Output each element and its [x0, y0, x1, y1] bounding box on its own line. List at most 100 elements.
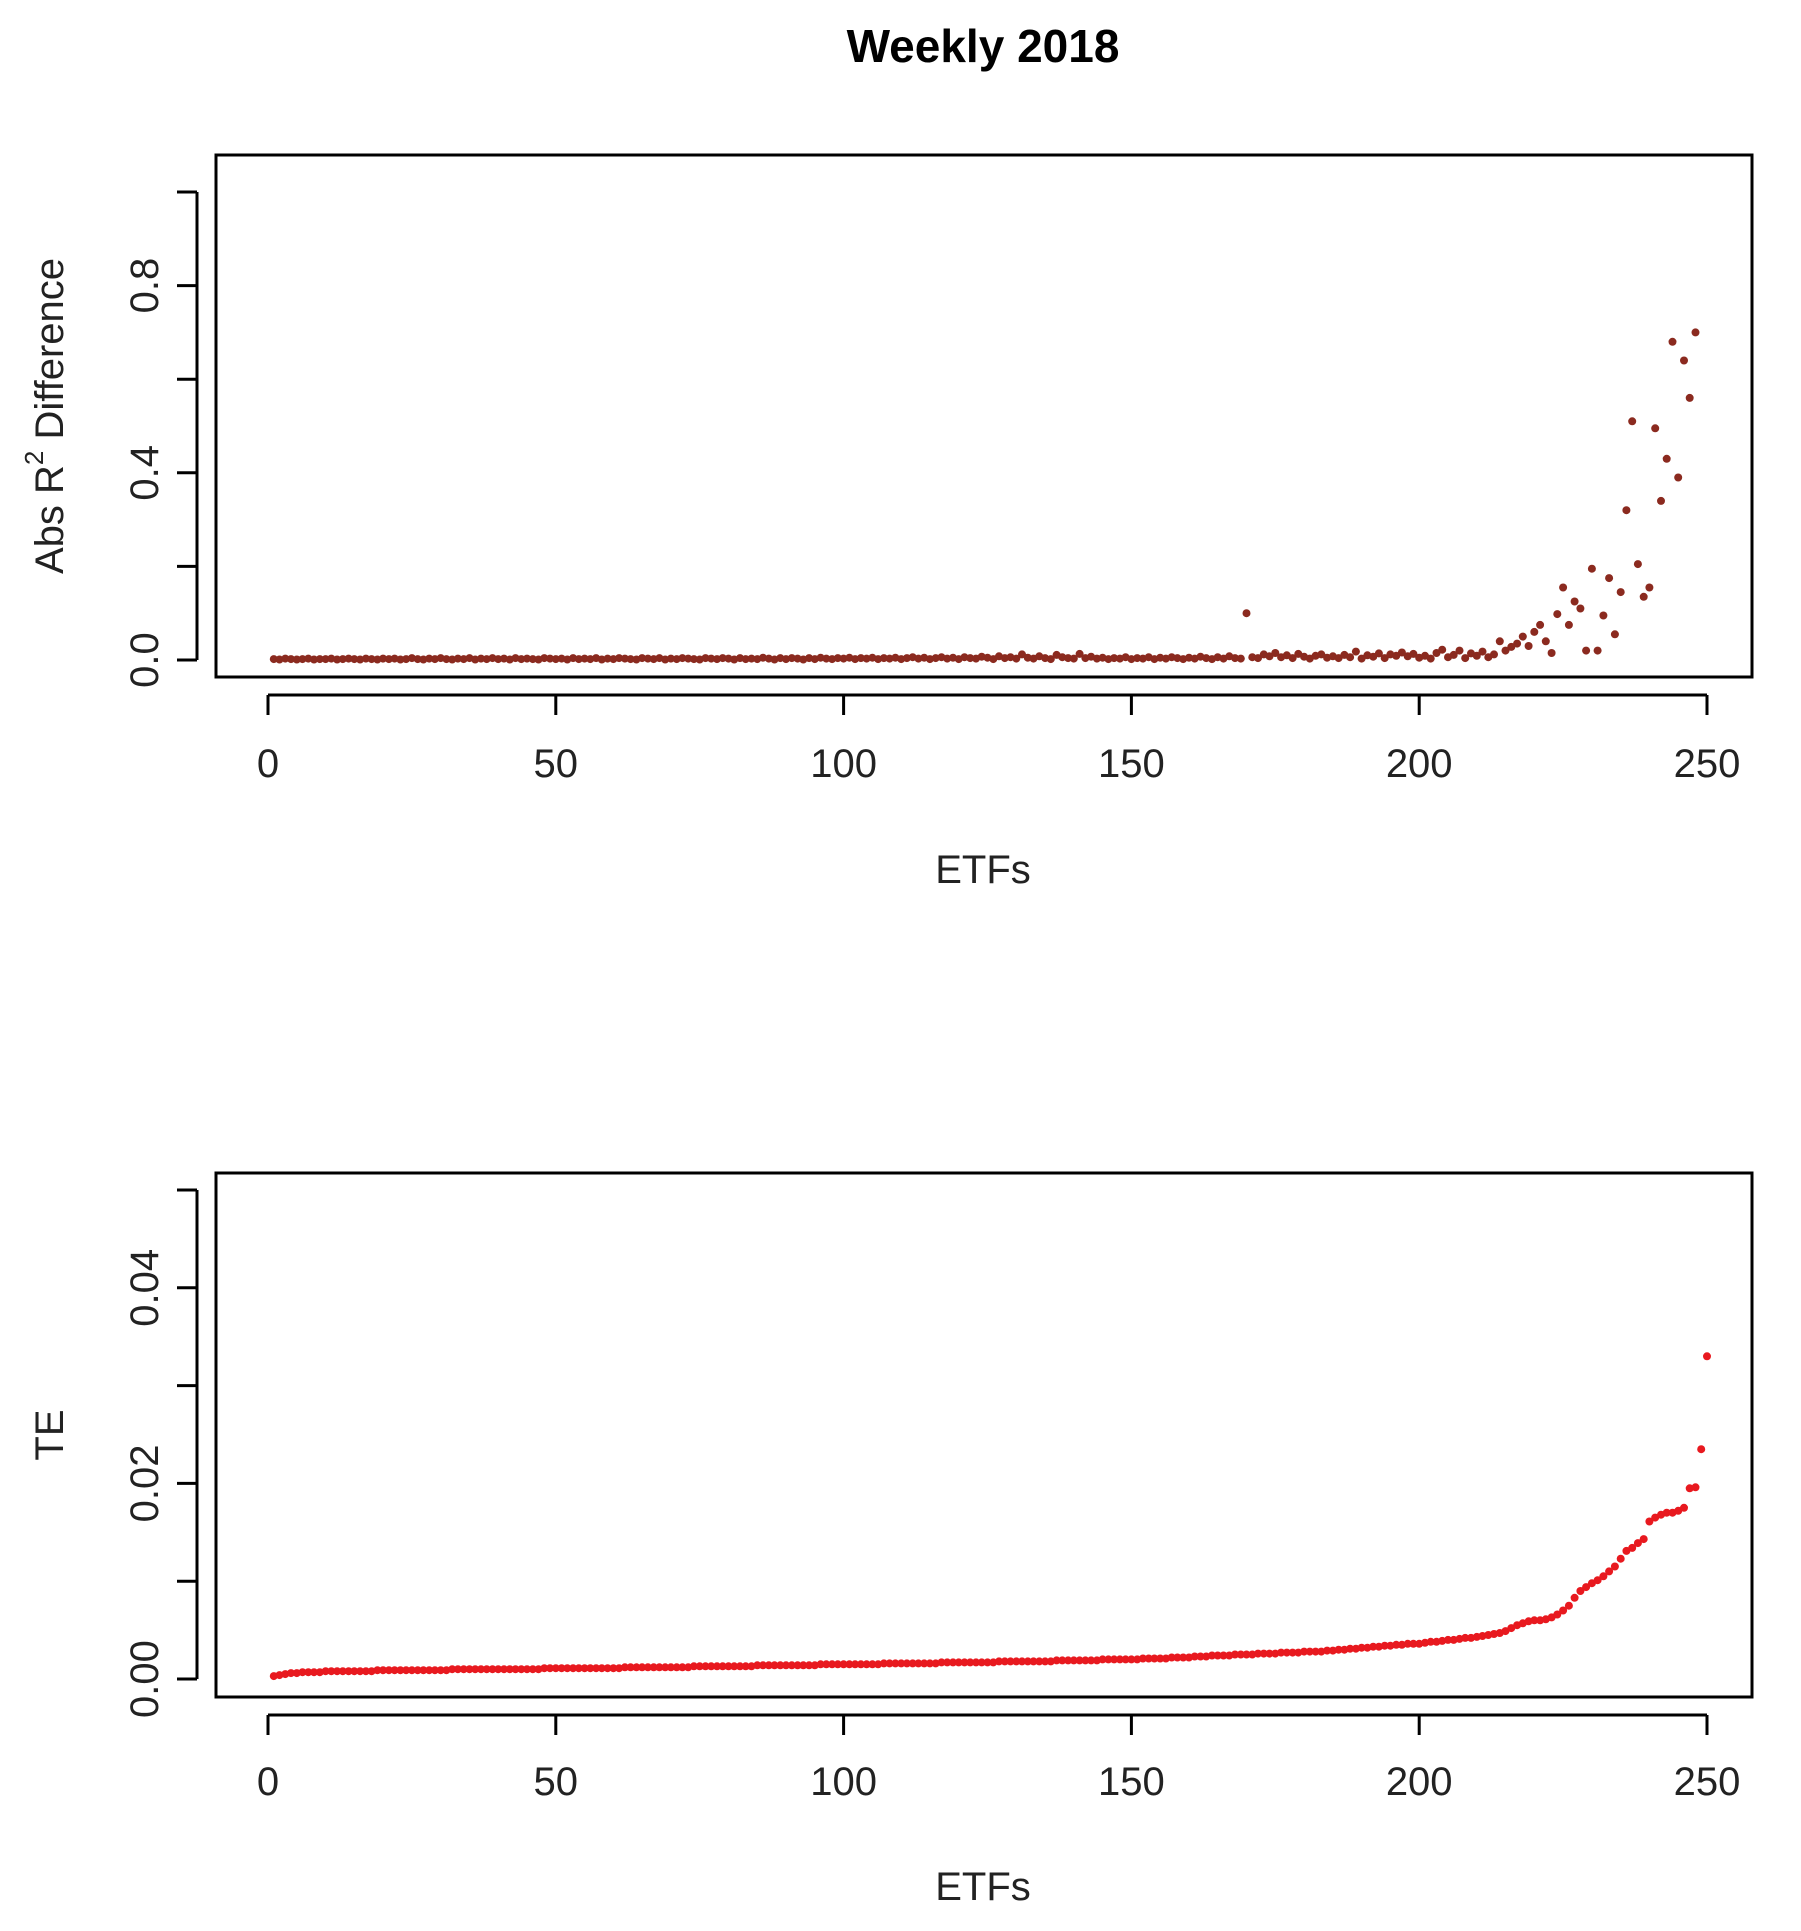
data-point	[1461, 1633, 1470, 1642]
y-axis-title: Abs R2 Difference	[19, 258, 72, 574]
data-point	[1357, 1643, 1366, 1652]
data-point	[586, 1664, 595, 1673]
data-point	[666, 654, 675, 663]
data-point	[1300, 1647, 1309, 1656]
data-point	[1259, 1649, 1268, 1658]
data-point	[442, 655, 451, 664]
data-point	[1593, 646, 1602, 655]
data-point	[1610, 630, 1619, 639]
data-point	[649, 1663, 658, 1672]
data-point	[966, 654, 975, 663]
data-point	[1052, 1656, 1061, 1665]
data-point	[747, 654, 756, 663]
data-point	[1703, 1352, 1711, 1361]
data-point	[879, 1659, 888, 1668]
data-point	[1455, 646, 1464, 655]
data-point	[1628, 417, 1637, 426]
data-point	[477, 1665, 485, 1674]
data-point	[1495, 637, 1504, 646]
data-point	[1305, 1647, 1314, 1656]
data-point	[592, 1664, 601, 1673]
data-point	[707, 1662, 716, 1671]
data-point	[1035, 1657, 1044, 1666]
data-point	[1121, 1655, 1130, 1664]
x-tick-label: 200	[1386, 1760, 1453, 1804]
data-point	[287, 1669, 295, 1678]
data-point	[1691, 328, 1700, 337]
data-point	[1069, 654, 1078, 663]
data-point	[960, 1658, 969, 1667]
data-point	[1657, 496, 1665, 505]
x-tick-label: 200	[1386, 742, 1453, 786]
data-point	[465, 1665, 474, 1674]
data-point	[1380, 654, 1389, 663]
data-point	[1023, 1657, 1032, 1666]
data-point	[557, 1664, 566, 1673]
data-point	[1599, 1572, 1608, 1581]
data-point	[1582, 646, 1591, 655]
data-point	[574, 1664, 583, 1673]
data-point	[782, 1661, 790, 1670]
data-point	[707, 654, 716, 663]
data-point	[666, 1663, 675, 1672]
data-point	[1277, 1648, 1286, 1657]
data-point	[1576, 604, 1585, 613]
data-point	[1104, 1655, 1113, 1664]
data-point	[488, 1665, 497, 1674]
data-point	[1282, 1648, 1291, 1657]
data-point	[914, 1659, 923, 1668]
data-point	[949, 1658, 957, 1667]
data-point	[1645, 1517, 1654, 1526]
data-point	[1254, 1649, 1262, 1658]
data-point	[1087, 1656, 1096, 1665]
data-point	[1547, 649, 1556, 657]
data-point	[713, 1662, 721, 1671]
data-point	[1317, 650, 1326, 659]
data-point	[1691, 1483, 1700, 1492]
x-tick-label: 100	[810, 1760, 877, 1804]
data-point	[1507, 642, 1516, 651]
data-point	[269, 655, 278, 664]
x-tick-label: 0	[257, 1760, 279, 1804]
data-point	[638, 1663, 647, 1672]
data-point	[833, 654, 842, 663]
data-point	[1242, 609, 1251, 618]
x-tick-label: 150	[1098, 1760, 1165, 1804]
data-point	[1616, 588, 1625, 597]
data-point	[1651, 424, 1660, 433]
data-point	[517, 1665, 526, 1674]
data-point	[1461, 654, 1470, 663]
data-point	[310, 655, 318, 664]
data-point	[902, 1659, 911, 1668]
data-point	[523, 1665, 531, 1674]
data-point	[333, 1667, 342, 1676]
data-point	[1668, 337, 1677, 346]
data-point	[453, 1665, 462, 1674]
data-point	[908, 1659, 917, 1668]
data-point	[1605, 1567, 1614, 1576]
data-point	[1000, 1657, 1009, 1666]
data-point	[396, 1666, 405, 1675]
data-point	[1069, 1656, 1078, 1665]
data-point	[764, 1661, 773, 1670]
data-point	[1392, 1640, 1401, 1649]
data-point	[298, 655, 307, 664]
data-point	[1501, 646, 1510, 655]
data-point	[1351, 647, 1360, 656]
data-point	[1167, 1653, 1176, 1662]
y-tick-label: 0.4	[123, 445, 167, 501]
data-point	[632, 1663, 641, 1672]
data-point	[523, 654, 531, 663]
data-point	[1138, 1654, 1147, 1663]
data-point	[805, 1661, 814, 1670]
data-point	[1265, 1649, 1274, 1658]
data-point	[1444, 1635, 1452, 1644]
data-point	[379, 654, 388, 663]
data-point	[1403, 1639, 1412, 1648]
data-point	[1426, 1637, 1435, 1646]
data-point	[983, 1658, 992, 1667]
data-point	[1115, 1655, 1124, 1664]
data-point	[1490, 650, 1498, 659]
data-point	[350, 1667, 359, 1676]
data-point	[361, 1667, 370, 1676]
